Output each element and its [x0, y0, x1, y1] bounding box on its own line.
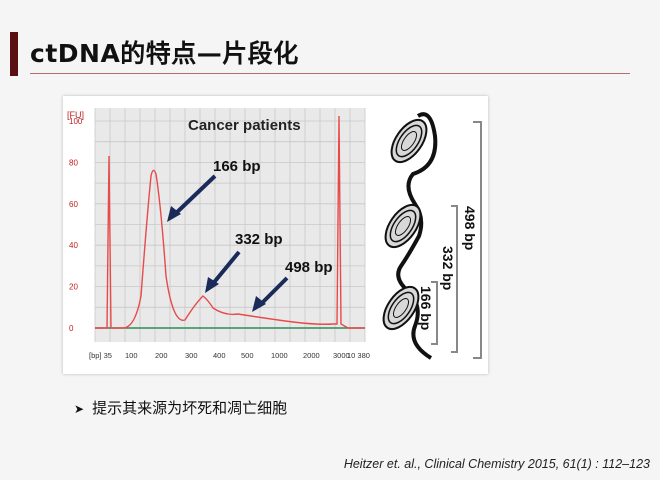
x-tick-label: 2000 [303, 351, 320, 360]
x-tick-label: [bp] 35 [89, 351, 112, 360]
annotation-498bp: 498 bp [285, 259, 333, 276]
y-tick-label: 100 [69, 117, 83, 126]
x-tick-label: 3000 [333, 351, 350, 360]
label-332bp: 332 bp [440, 246, 456, 290]
x-tick-label: 10 380 [347, 351, 370, 360]
slide-title: ctDNA的特点—片段化 [30, 39, 299, 68]
y-tick-label: 80 [69, 158, 78, 167]
y-tick-label: 40 [69, 241, 78, 250]
annotation-166bp: 166 bp [213, 158, 261, 175]
annotation-arrowhead-332bp [205, 277, 219, 293]
nucleosome-diagram: 498 bp 332 bp 166 bp [382, 112, 482, 360]
title-accent-bar [10, 32, 18, 76]
annotation-arrowhead-166bp [167, 206, 181, 222]
annotation-arrow-332bp [209, 250, 241, 288]
y-tick-label: 20 [69, 283, 78, 292]
annotation-arrow-498bp [257, 276, 289, 308]
nucleosome-3 [382, 285, 420, 331]
x-tick-label: 100 [125, 351, 138, 360]
bracket-498bp [473, 121, 482, 359]
x-tick-label: 300 [185, 351, 198, 360]
chart-title: Cancer patients [188, 117, 301, 134]
y-tick-labels: 100 80 60 40 20 0 [69, 117, 83, 333]
x-tick-label: 500 [241, 351, 254, 360]
citation: Heitzer et. al., Clinical Chemistry 2015… [343, 457, 650, 471]
bracket-332bp [451, 205, 458, 353]
y-unit-label: [FU] [67, 110, 84, 120]
annotation-arrowhead-498bp [252, 296, 266, 312]
label-166bp: 166 bp [418, 286, 434, 330]
x-tick-label: 400 [213, 351, 226, 360]
dna-strand [396, 112, 438, 360]
bracket-166bp [431, 281, 438, 345]
y-tick-label: 60 [69, 200, 78, 209]
y-tick-label: 0 [69, 324, 74, 333]
x-tick-label: 1000 [271, 351, 288, 360]
annotation-332bp: 332 bp [235, 231, 283, 248]
bullet-arrow-icon: ➤ [74, 402, 85, 416]
nucleosome-2 [384, 203, 422, 249]
figure-panel: [FU] 100 80 60 40 20 0 Cancer patients [bp] 3… [63, 96, 488, 374]
nucleosome-1 [390, 118, 428, 164]
bullet-text: 提示其来源为坏死和凋亡细胞 [92, 399, 288, 417]
trace-line [95, 115, 365, 329]
label-498bp: 498 bp [462, 206, 478, 250]
title-divider [30, 73, 630, 74]
annotation-arrow-166bp [171, 174, 217, 218]
x-tick-label: 200 [155, 351, 168, 360]
bullet-point: ➤ 提示其来源为坏死和凋亡细胞 [74, 397, 287, 418]
